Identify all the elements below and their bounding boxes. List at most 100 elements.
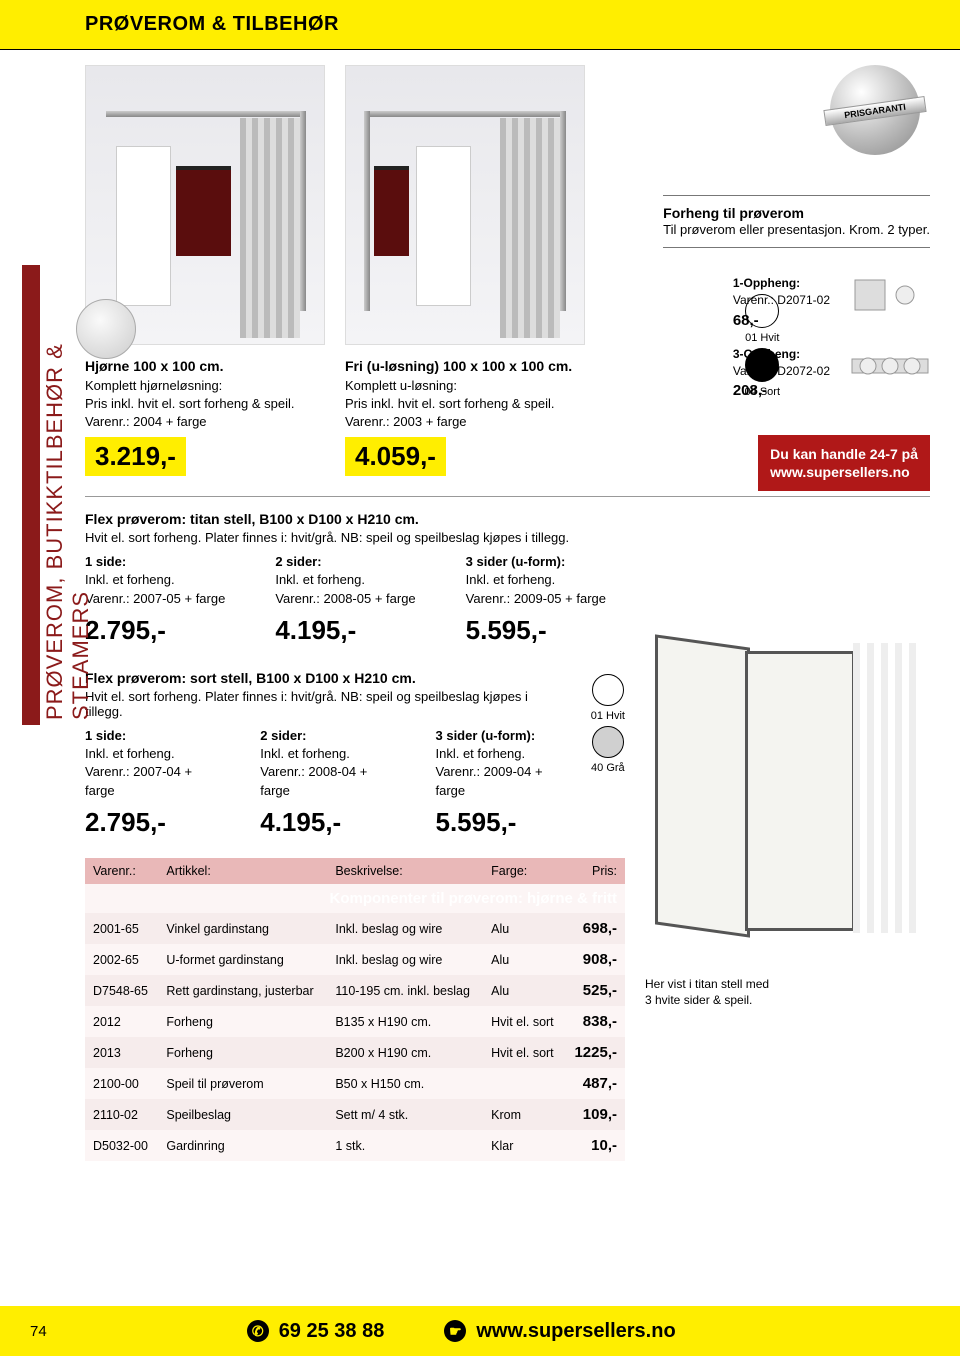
hero-left-text: Hjørne 100 x 100 cm. Komplett hjørneløsn… xyxy=(85,357,325,431)
oppheng-a-sku: Varenr.: D2071-02 xyxy=(733,292,830,309)
ft-c0-lbl: 1 side: xyxy=(85,553,225,571)
header-bar: PRØVEROM & TILBEHØR xyxy=(0,0,960,50)
table-cell: 1225,- xyxy=(564,1037,625,1068)
fs-c1-price: 4.195,- xyxy=(260,804,385,840)
fs-c2-lbl: 3 sider (u-form): xyxy=(436,727,561,745)
table-row: D5032-00Gardinring1 stk.Klar10,- xyxy=(85,1130,625,1161)
hero-right-line3: Varenr.: 2003 + farge xyxy=(345,414,467,429)
forheng-desc: Til prøverom eller presentasjon. Krom. 2… xyxy=(663,222,930,239)
table-cell: Speilbeslag xyxy=(158,1099,327,1130)
table-row: 2013ForhengB200 x H190 cm.Hvit el. sort1… xyxy=(85,1037,625,1068)
table-cell: Inkl. beslag og wire xyxy=(327,944,483,975)
th-1: Artikkel: xyxy=(158,858,327,884)
footer-url: www.supersellers.no xyxy=(476,1320,675,1343)
bracket-thumb-icon xyxy=(76,299,136,359)
cta-line2: www.supersellers.no xyxy=(770,464,910,480)
hero-right-line1: Komplett u-løsning: xyxy=(345,378,457,393)
table-cell: D5032-00 xyxy=(85,1130,158,1161)
oppheng-a-title: 1-Oppheng: xyxy=(733,275,830,292)
th-4: Pris: xyxy=(564,858,625,884)
table-cell: 2013 xyxy=(85,1037,158,1068)
hero-right-line2: Pris inkl. hvit el. sort forheng & speil… xyxy=(345,396,555,411)
hero-left-line2: Pris inkl. hvit el. sort forheng & speil… xyxy=(85,396,295,411)
th-3: Farge: xyxy=(483,858,564,884)
table-cell: Alu xyxy=(483,975,564,1006)
flexroom-caption: Her vist i titan stell med 3 hvite sider… xyxy=(645,977,935,1008)
oppheng-a-price: 68,- xyxy=(733,310,830,332)
table-cell: D7548-65 xyxy=(85,975,158,1006)
table-row: D7548-65Rett gardinstang, justerbar110-1… xyxy=(85,975,625,1006)
fs-c0-lbl: 1 side: xyxy=(85,727,210,745)
hook-1-icon xyxy=(850,275,930,325)
th-0: Varenr.: xyxy=(85,858,158,884)
fs-c1-lbl: 2 sider: xyxy=(260,727,385,745)
table-cell: 698,- xyxy=(564,913,625,944)
hero-right-title: Fri (u-løsning) 100 x 100 x 100 cm. xyxy=(345,358,572,374)
table-cell: 10,- xyxy=(564,1130,625,1161)
flex-sort-cols: 1 side:Inkl. et forheng.Varenr.: 2007-04… xyxy=(85,727,561,840)
phone-icon: ✆ xyxy=(247,1320,269,1342)
table-row: 2110-02SpeilbeslagSett m/ 4 stk.Krom109,… xyxy=(85,1099,625,1130)
th-2: Beskrivelse: xyxy=(327,858,483,884)
page-number: 74 xyxy=(30,1323,47,1340)
table-cell: Alu xyxy=(483,913,564,944)
table-cell: 838,- xyxy=(564,1006,625,1037)
fs-c1-d1: Inkl. et forheng. xyxy=(260,745,385,763)
hero-right-text: Fri (u-løsning) 100 x 100 x 100 cm. Komp… xyxy=(345,357,585,431)
cta-line1: Du kan handle 24-7 på xyxy=(770,446,918,462)
table-cell: 2002-65 xyxy=(85,944,158,975)
oppheng-b-title: 3-Oppheng: xyxy=(733,346,830,363)
table-row: 2100-00Speil til prøveromB50 x H150 cm.4… xyxy=(85,1068,625,1099)
table-cell: 2012 xyxy=(85,1006,158,1037)
table-cell: Alu xyxy=(483,944,564,975)
table-cell: Vinkel gardinstang xyxy=(158,913,327,944)
ft-c0-d1: Inkl. et forheng. xyxy=(85,571,225,589)
fs-c2-d1: Inkl. et forheng. xyxy=(436,745,561,763)
flex-sort-swatches: 01 Hvit 40 Grå xyxy=(591,670,625,774)
product-image-corner xyxy=(85,65,325,345)
fs-c2-price: 5.595,- xyxy=(436,804,561,840)
table-cell: Forheng xyxy=(158,1037,327,1068)
swatch-white-2 xyxy=(592,674,624,706)
hero-left-line1: Komplett hjørneløsning: xyxy=(85,378,222,393)
swatch-white-2-label: 01 Hvit xyxy=(591,710,625,722)
ft-c0-d2: Varenr.: 2007-05 + farge xyxy=(85,590,225,608)
flex-titan-title: Flex prøverom: titan stell, B100 x D100 … xyxy=(85,511,625,527)
table-cell: Krom xyxy=(483,1099,564,1130)
table-cell: Sett m/ 4 stk. xyxy=(327,1099,483,1130)
ft-c1-price: 4.195,- xyxy=(275,612,415,648)
flex-titan-desc: Hvit el. sort forheng. Plater finnes i: … xyxy=(85,530,625,545)
table-cell: 2110-02 xyxy=(85,1099,158,1130)
table-cell: 2100-00 xyxy=(85,1068,158,1099)
oppheng-b-sku: Varenr.: D2072-02 xyxy=(733,363,830,380)
forheng-info: Forheng til prøverom Til prøverom eller … xyxy=(663,195,930,248)
table-row: 2002-65U-formet gardinstangInkl. beslag … xyxy=(85,944,625,975)
fs-c0-price: 2.795,- xyxy=(85,804,210,840)
hero-left-line3: Varenr.: 2004 + farge xyxy=(85,414,207,429)
ft-c2-price: 5.595,- xyxy=(466,612,606,648)
table-cell: Hvit el. sort xyxy=(483,1037,564,1068)
cta-shop-online: Du kan handle 24-7 på www.supersellers.n… xyxy=(758,435,930,491)
fs-c2-d2: Varenr.: 2009-04 + farge xyxy=(436,763,561,799)
prisgaranti-seal: PRISGARANTI xyxy=(830,65,930,145)
table-cell: U-formet gardinstang xyxy=(158,944,327,975)
table-cell: 1 stk. xyxy=(327,1130,483,1161)
table-row: 2001-65Vinkel gardinstangInkl. beslag og… xyxy=(85,913,625,944)
table-cell: 110-195 cm. inkl. beslag xyxy=(327,975,483,1006)
fs-c1-d2: Varenr.: 2008-04 + farge xyxy=(260,763,385,799)
oppheng-b-price: 208,- xyxy=(733,380,830,402)
footer-bar: 74 ✆ 69 25 38 88 ☛ www.supersellers.no xyxy=(0,1306,960,1356)
swatch-grey xyxy=(592,726,624,758)
hero-right-price: 4.059,- xyxy=(345,437,446,476)
hero-left-title: Hjørne 100 x 100 cm. xyxy=(85,358,224,374)
table-section: Komponenter til prøverom: hjørne & fritt xyxy=(85,884,625,913)
product-image-u xyxy=(345,65,585,345)
ft-c2-lbl: 3 sider (u-form): xyxy=(466,553,606,571)
flex-sort-desc: Hvit el. sort forheng. Plater finnes i: … xyxy=(85,689,561,719)
table-cell: B135 x H190 cm. xyxy=(327,1006,483,1037)
table-cell: 525,- xyxy=(564,975,625,1006)
ft-c0-price: 2.795,- xyxy=(85,612,225,648)
hook-3-icon xyxy=(850,345,930,395)
table-cell: Rett gardinstang, justerbar xyxy=(158,975,327,1006)
table-cell: B200 x H190 cm. xyxy=(327,1037,483,1068)
